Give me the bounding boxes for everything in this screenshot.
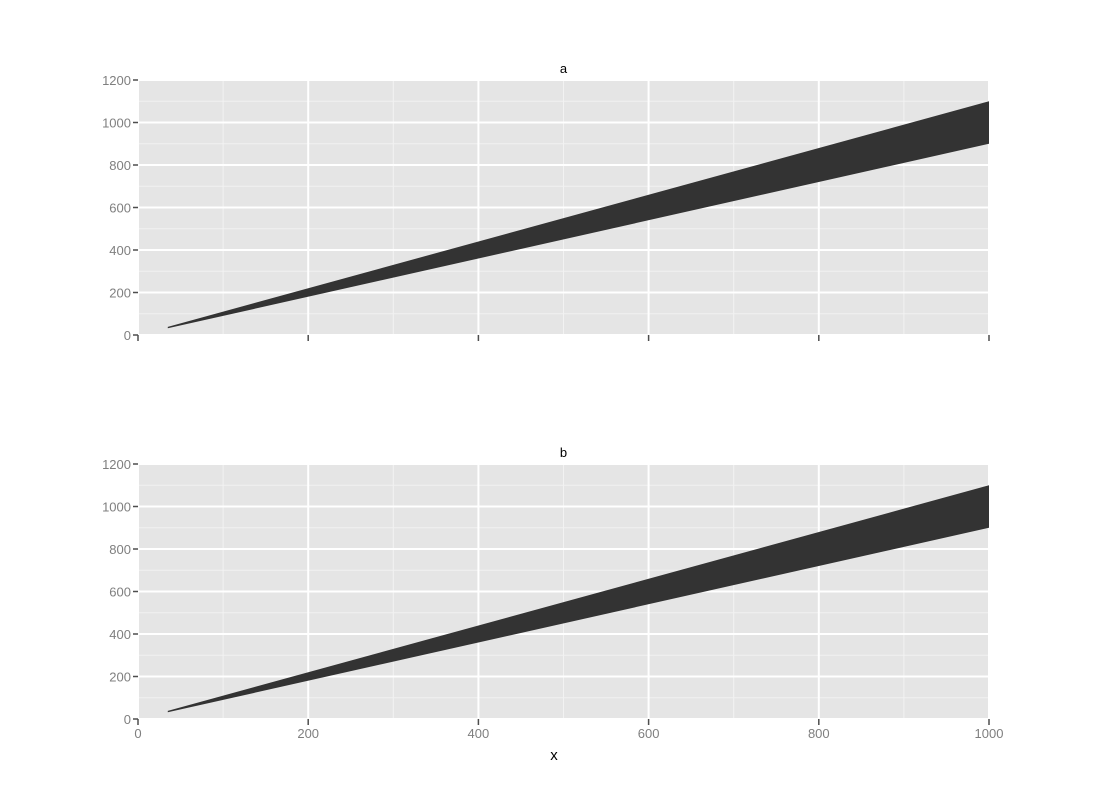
y-tick-label: 200 [109, 670, 131, 685]
y-tick-label: 400 [109, 243, 131, 258]
y-tick-label: 1200 [102, 457, 131, 472]
x-tick-label: 1000 [975, 726, 1004, 741]
y-tick-label: 1000 [102, 500, 131, 515]
x-axis-title: x [550, 747, 558, 764]
x-tick-label: 600 [638, 726, 660, 741]
x-tick-label: 200 [297, 726, 319, 741]
facet-panel-b: 0 200 400 600 800 1000 1200 0 200 400 600 800 1000 b [102, 445, 1003, 741]
facet-label-a: a [560, 61, 568, 76]
x-tick-label: 400 [468, 726, 490, 741]
y-tick-label: 800 [109, 542, 131, 557]
y-tick-label: 400 [109, 627, 131, 642]
y-tick-label: 600 [109, 585, 131, 600]
y-tick-label: 200 [109, 286, 131, 301]
x-tick-label: 800 [808, 726, 830, 741]
ribbon-area [167, 485, 989, 713]
y-tick-label: 600 [109, 201, 131, 216]
y-tick-label: 1200 [102, 73, 131, 88]
facet-label-b: b [560, 445, 567, 460]
y-tick-label: 0 [124, 328, 131, 343]
x-tick-label: 0 [134, 726, 141, 741]
y-tick-label: 0 [124, 712, 131, 727]
facet-panel-a: 0 200 400 600 800 1000 1200 a [102, 61, 990, 343]
y-tick-label: 1000 [102, 116, 131, 131]
y-tick-label: 800 [109, 158, 131, 173]
ribbon-area [167, 101, 989, 329]
